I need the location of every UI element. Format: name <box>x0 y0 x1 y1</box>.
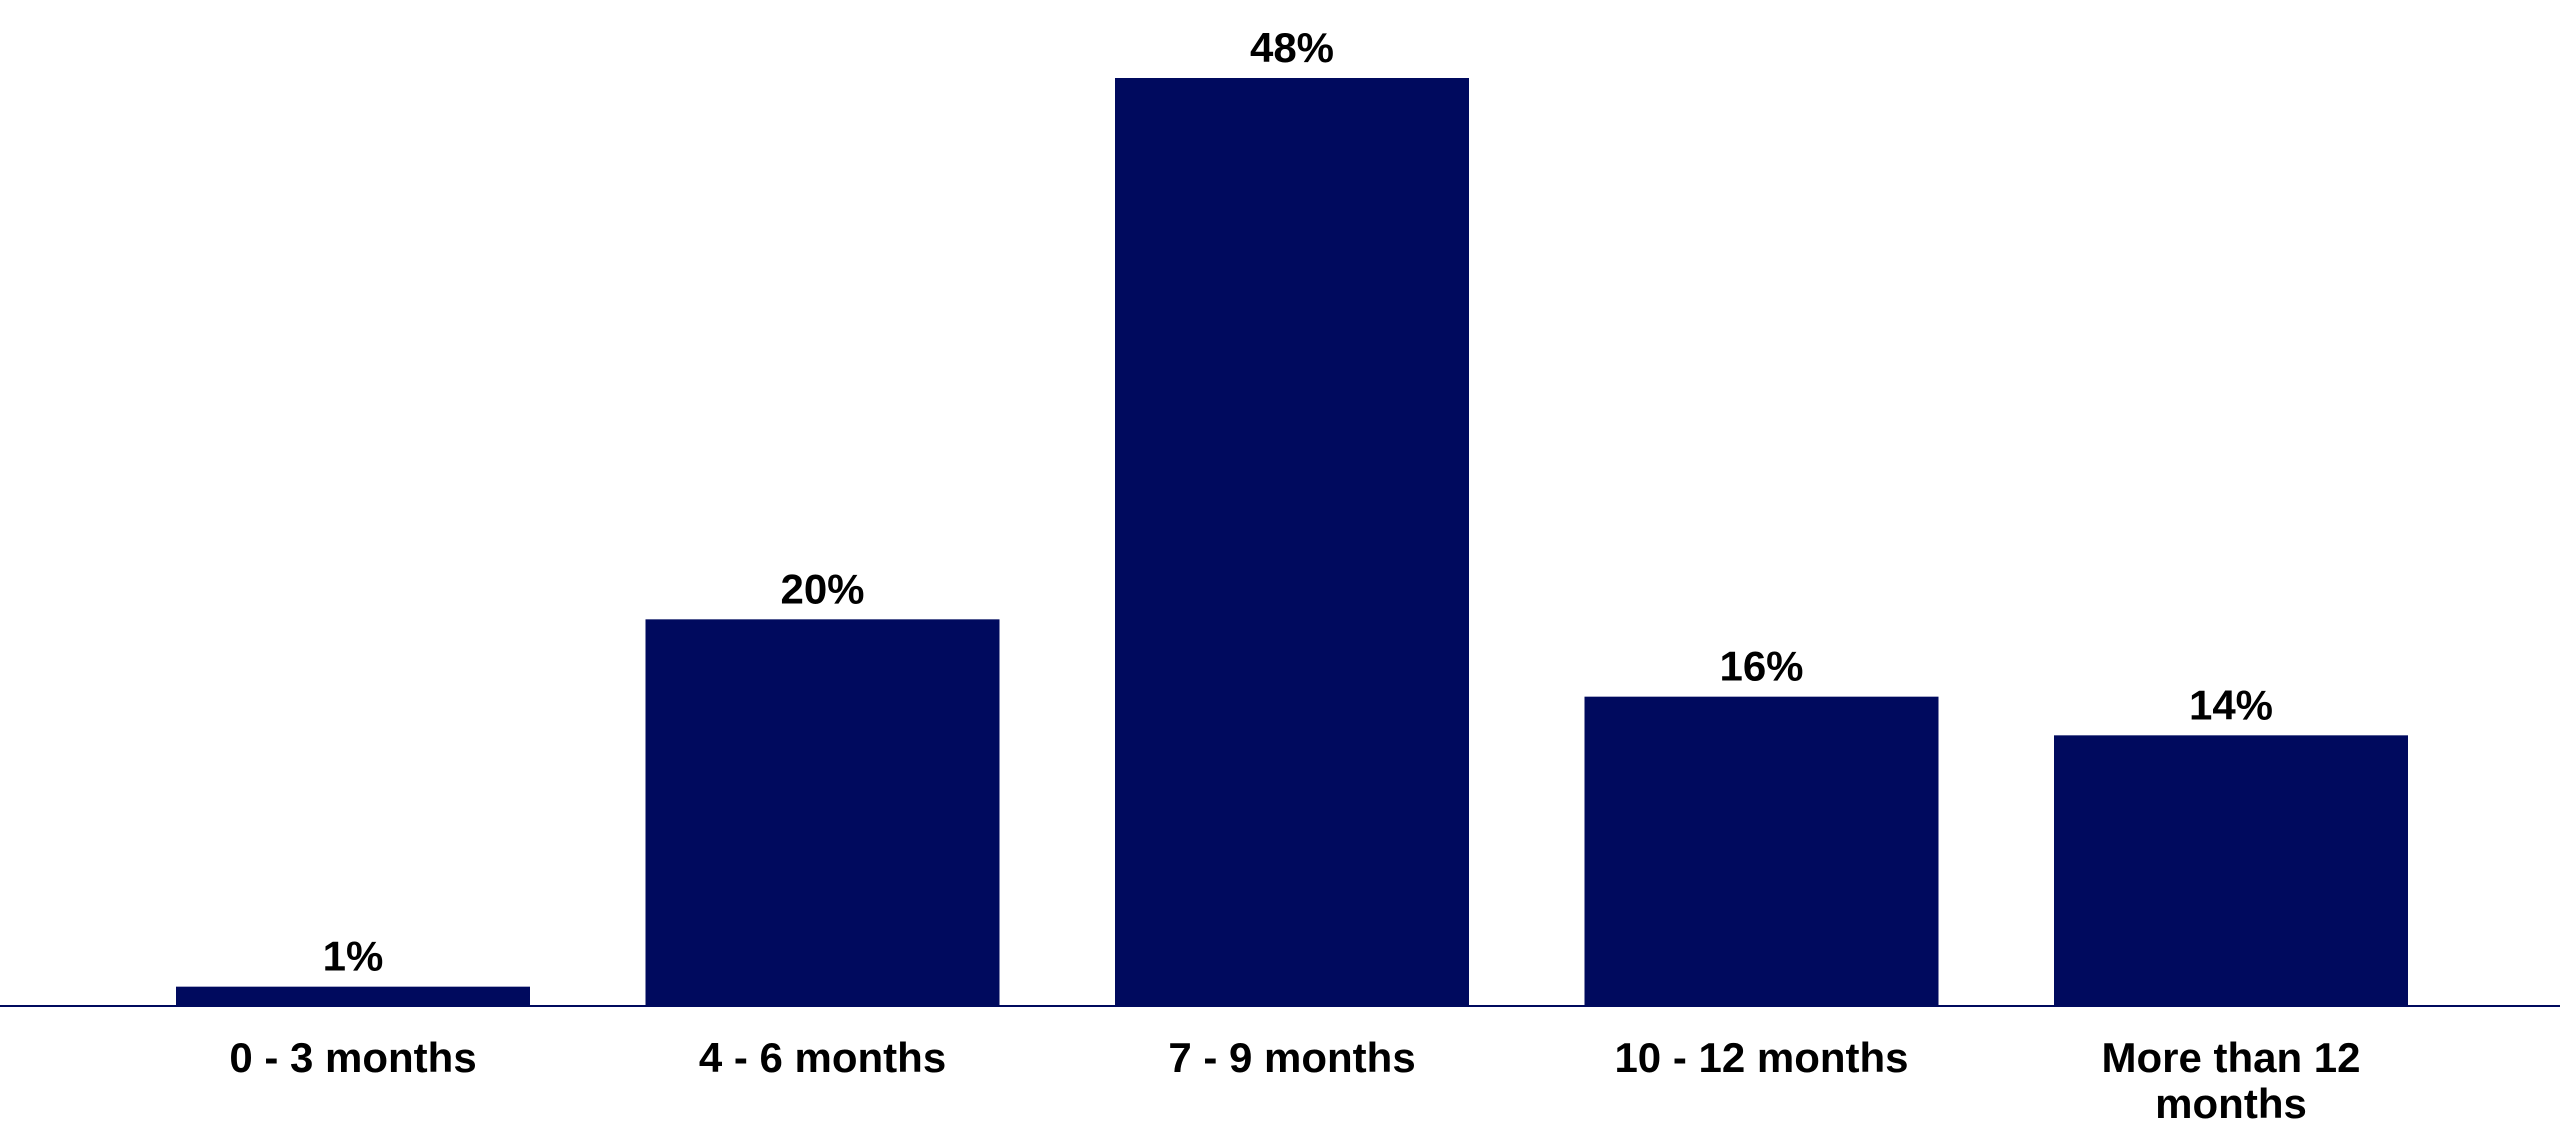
category-labels-layer: 0 - 3 months 4 - 6 months 7 - 9 months 10 -… <box>229 1034 2360 1127</box>
bars-layer <box>176 78 2408 1006</box>
category-label-line: months <box>2155 1080 2307 1127</box>
bar-2 <box>645 619 1000 1006</box>
category-label-5: More than 12 months <box>2101 1034 2360 1127</box>
data-label-2: 20% <box>780 565 864 612</box>
category-label-line: More than 12 <box>2101 1034 2360 1081</box>
data-labels-layer: 1% 20% 48% 16% 14% <box>323 24 2273 980</box>
category-label-3: 7 - 9 months <box>1168 1034 1415 1081</box>
data-label-3: 48% <box>1250 24 1334 71</box>
data-label-1: 1% <box>323 933 384 980</box>
category-label-line: 0 - 3 months <box>229 1034 476 1081</box>
category-label-line: 10 - 12 months <box>1614 1034 1908 1081</box>
bar-1 <box>176 986 530 1006</box>
category-label-line: 7 - 9 months <box>1168 1034 1415 1081</box>
category-label-line: 4 - 6 months <box>699 1034 946 1081</box>
data-label-5: 14% <box>2189 681 2273 728</box>
category-label-1: 0 - 3 months <box>229 1034 476 1081</box>
category-label-2: 4 - 6 months <box>699 1034 946 1081</box>
data-label-4: 16% <box>1719 643 1803 690</box>
bar-3 <box>1115 78 1469 1006</box>
bar-5 <box>2054 735 2408 1006</box>
category-label-4: 10 - 12 months <box>1614 1034 1908 1081</box>
bar-4 <box>1584 696 1939 1006</box>
